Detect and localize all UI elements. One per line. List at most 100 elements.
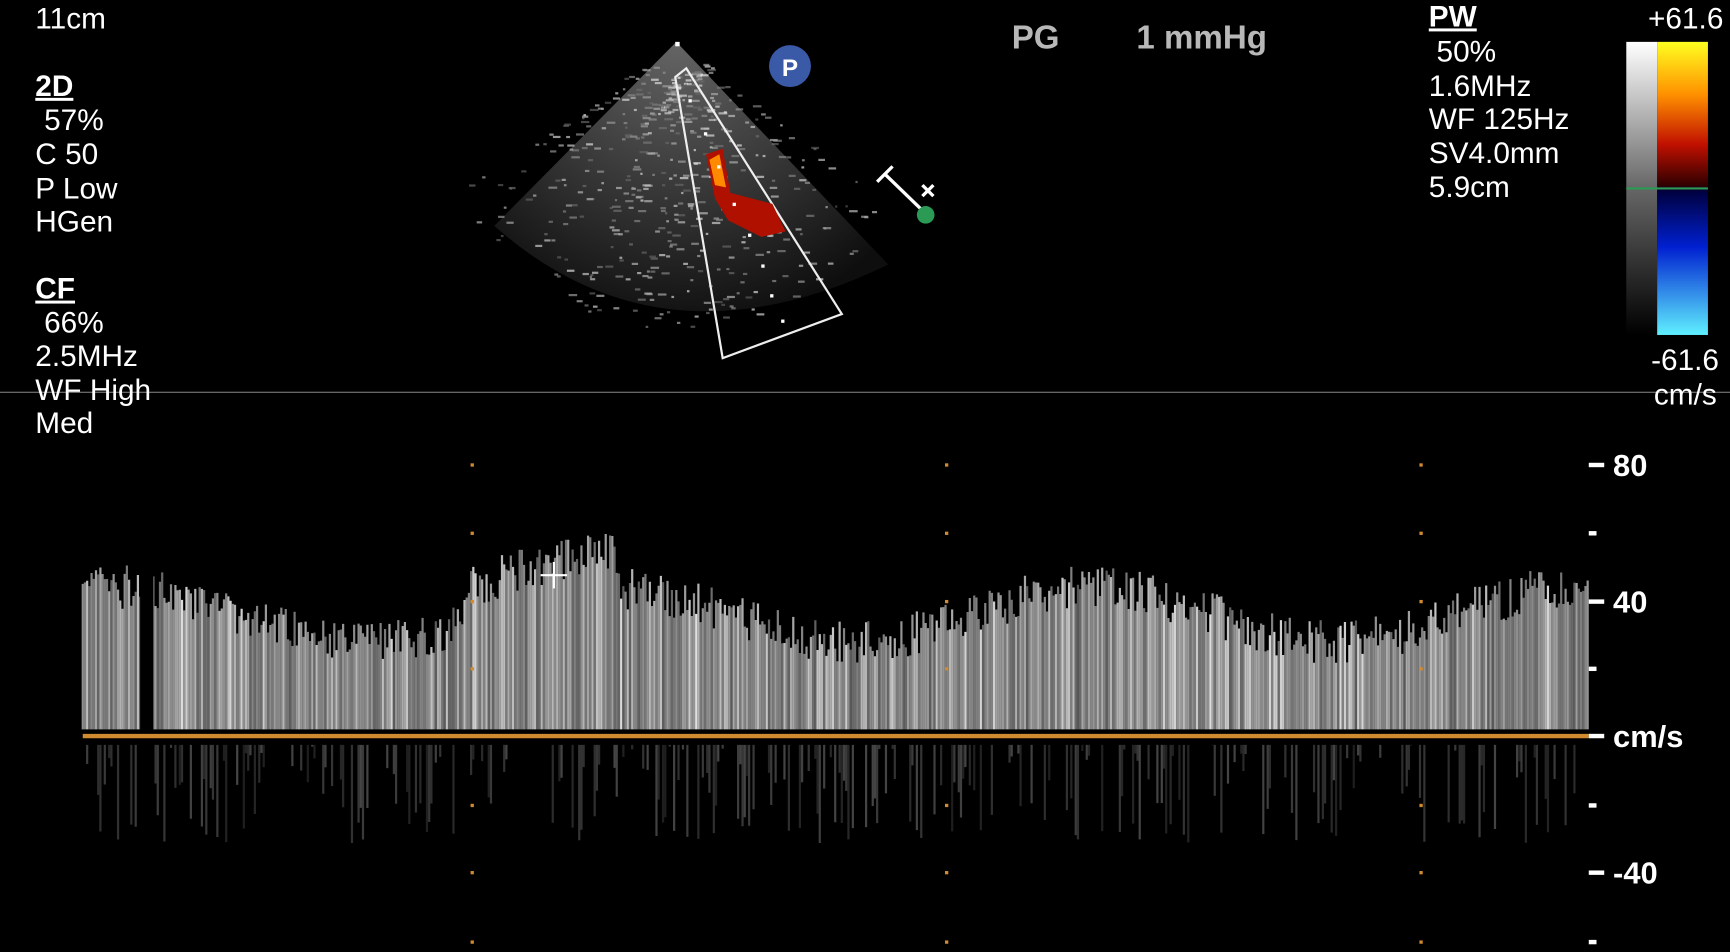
mode-heading: 2D	[35, 70, 73, 103]
speckle	[684, 121, 692, 123]
speckle	[634, 109, 637, 111]
speckle	[701, 128, 710, 130]
speckle	[586, 143, 593, 145]
speckle	[806, 215, 814, 217]
speckle	[597, 309, 602, 311]
speckle	[588, 159, 593, 161]
speckle	[652, 114, 657, 116]
speckle	[661, 172, 666, 174]
speckle	[770, 187, 777, 189]
speckle	[619, 233, 623, 235]
speckle	[609, 148, 613, 150]
depth: 11cm	[35, 3, 106, 36]
speckle	[581, 121, 589, 123]
speckle	[695, 315, 699, 317]
speckle	[673, 174, 676, 176]
speckle	[582, 147, 588, 149]
speckle	[673, 109, 679, 111]
time-dot	[471, 600, 474, 603]
speckle	[691, 225, 699, 227]
speckle	[636, 78, 640, 80]
speckle	[521, 170, 526, 172]
speckle	[777, 250, 785, 252]
speckle	[657, 155, 660, 157]
speckle	[658, 113, 661, 115]
speckle	[649, 256, 656, 258]
speckle	[655, 230, 660, 232]
param: HGen	[35, 205, 113, 238]
speckle	[729, 256, 735, 258]
speckle	[648, 92, 652, 94]
speckle	[655, 82, 662, 84]
speckle	[724, 111, 727, 113]
speckle	[650, 271, 655, 273]
speckle	[535, 144, 539, 146]
speckle	[636, 93, 644, 95]
speckle	[723, 316, 730, 318]
speckle	[626, 179, 632, 181]
speckle	[709, 308, 713, 310]
speckle	[625, 200, 633, 202]
speckle	[676, 248, 684, 250]
param: 2.5MHz	[35, 340, 138, 373]
speckle	[665, 197, 668, 199]
speckle	[729, 161, 738, 163]
speckle	[641, 125, 648, 127]
ultrasound-screen: P 11cm 2D 57% C 50 P Low HGen CF 66% 2.5…	[0, 0, 1730, 952]
speckle	[557, 275, 561, 277]
speckle	[615, 199, 617, 201]
speckle	[699, 84, 702, 86]
speckle	[771, 195, 779, 197]
speckle	[755, 118, 758, 120]
speckle	[657, 104, 660, 106]
speckle	[482, 176, 485, 178]
speckle	[644, 200, 652, 202]
speckle	[564, 184, 567, 186]
speckle	[731, 155, 739, 157]
speckle	[684, 113, 692, 115]
speckle	[687, 83, 692, 85]
speckle	[835, 205, 837, 207]
speckle	[643, 96, 651, 98]
speckle	[549, 134, 553, 136]
speckle	[829, 167, 837, 169]
speckle	[645, 122, 649, 124]
speckle	[642, 115, 647, 117]
speckle	[745, 121, 749, 123]
speckle	[671, 296, 674, 298]
speckle	[670, 243, 677, 245]
speckle	[687, 266, 694, 268]
scale-label: cm/s	[1613, 719, 1683, 754]
speckle	[647, 293, 653, 295]
speckle	[697, 136, 701, 138]
speckle	[629, 207, 634, 209]
speckle	[727, 296, 735, 298]
time-dot	[1419, 667, 1422, 670]
time-dot	[945, 600, 948, 603]
speckle	[632, 187, 634, 189]
speckle	[641, 136, 645, 138]
speckle	[825, 206, 827, 208]
speckle	[652, 174, 655, 176]
speckle	[665, 142, 669, 144]
speckle	[736, 108, 743, 110]
speckle	[543, 143, 546, 145]
speckle	[665, 212, 667, 214]
speckle	[586, 125, 591, 127]
speckle	[723, 298, 729, 300]
speckle	[772, 180, 775, 182]
speckle	[697, 78, 702, 80]
speckle	[578, 191, 583, 193]
speckle	[626, 278, 631, 280]
speckle	[667, 311, 670, 313]
speckle	[665, 106, 669, 108]
speckle	[613, 307, 619, 309]
speckle	[664, 92, 672, 94]
speckle	[553, 136, 561, 138]
speckle	[643, 142, 652, 144]
speckle	[624, 78, 629, 80]
speckle	[641, 83, 646, 85]
speckle	[550, 150, 556, 152]
speckle	[469, 184, 475, 186]
speckle	[671, 142, 676, 144]
